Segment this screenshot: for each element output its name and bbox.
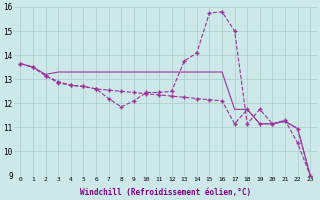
X-axis label: Windchill (Refroidissement éolien,°C): Windchill (Refroidissement éolien,°C) bbox=[80, 188, 251, 197]
